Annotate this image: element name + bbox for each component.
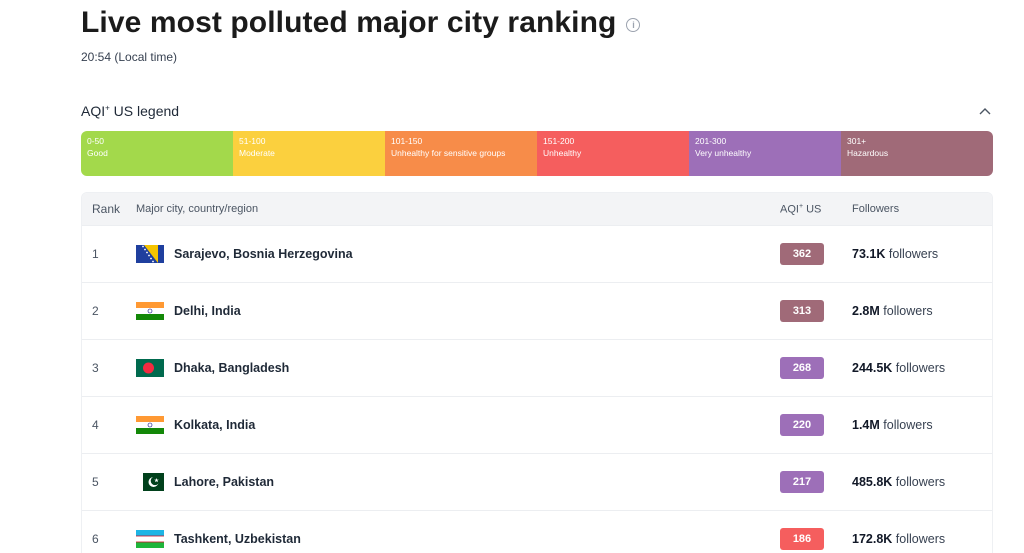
header-rank[interactable]: Rank bbox=[92, 202, 121, 216]
page-header: Live most polluted major city ranking i bbox=[81, 6, 641, 40]
city-name: Tashkent, Uzbekistan bbox=[174, 532, 301, 546]
ranking-table: Rank Major city, country/region AQI+ US … bbox=[81, 192, 993, 553]
aqi-badge: 217 bbox=[780, 471, 824, 493]
followers-cell: 172.8K followers bbox=[852, 532, 946, 546]
legend-title: AQI+ US legend bbox=[81, 103, 180, 119]
aqi-badge: 186 bbox=[780, 528, 824, 550]
city-cell[interactable]: Kolkata, India bbox=[136, 416, 780, 434]
city-name: Sarajevo, Bosnia Herzegovina bbox=[174, 247, 353, 261]
legend-segment-hazardous: 301+ Hazardous bbox=[841, 131, 993, 176]
table-row[interactable]: 3 Dhaka, Bangladesh 268 244.5K followers bbox=[82, 339, 992, 396]
legend-header[interactable]: AQI+ US legend bbox=[81, 103, 993, 119]
legend-segment-unhealthy: 151-200 Unhealthy bbox=[537, 131, 689, 176]
legend-segment-very-unhealthy: 201-300 Very unhealthy bbox=[689, 131, 841, 176]
bangladesh-flag-icon bbox=[136, 359, 164, 377]
followers-cell: 485.8K followers bbox=[852, 475, 946, 489]
legend-segment-moderate: 51-100 Moderate bbox=[233, 131, 385, 176]
rank-cell: 1 bbox=[92, 247, 99, 261]
city-cell[interactable]: Dhaka, Bangladesh bbox=[136, 359, 780, 377]
aqi-badge: 313 bbox=[780, 300, 824, 322]
city-cell[interactable]: Sarajevo, Bosnia Herzegovina bbox=[136, 245, 780, 263]
rank-cell: 5 bbox=[92, 475, 99, 489]
uzbekistan-flag-icon bbox=[136, 530, 164, 548]
followers-cell: 2.8M followers bbox=[852, 304, 933, 318]
table-row[interactable]: 2 Delhi, India 313 2.8M followers bbox=[82, 282, 992, 339]
bosnia-flag-icon bbox=[136, 245, 164, 263]
rank-cell: 6 bbox=[92, 532, 99, 546]
followers-cell: 244.5K followers bbox=[852, 361, 946, 375]
header-followers[interactable]: Followers bbox=[852, 203, 900, 215]
table-row[interactable]: 5 Lahore, Pakistan 217 485.8K followers bbox=[82, 453, 992, 510]
city-name: Lahore, Pakistan bbox=[174, 475, 275, 489]
table-row[interactable]: 4 Kolkata, India 220 1.4M followers bbox=[82, 396, 992, 453]
rank-cell: 4 bbox=[92, 418, 99, 432]
city-name: Delhi, India bbox=[174, 304, 241, 318]
table-row[interactable]: 6 Tashkent, Uzbekistan 186 172.8K follow… bbox=[82, 510, 992, 553]
aqi-badge: 362 bbox=[780, 243, 824, 265]
city-cell[interactable]: Tashkent, Uzbekistan bbox=[136, 530, 780, 548]
aqi-badge: 220 bbox=[780, 414, 824, 436]
city-name: Kolkata, India bbox=[174, 418, 256, 432]
city-cell[interactable]: Delhi, India bbox=[136, 302, 780, 320]
local-time: 20:54 (Local time) bbox=[81, 50, 178, 64]
info-icon[interactable]: i bbox=[626, 18, 641, 32]
rank-cell: 3 bbox=[92, 361, 99, 375]
followers-cell: 1.4M followers bbox=[852, 418, 933, 432]
pakistan-flag-icon bbox=[136, 473, 164, 491]
table-header: Rank Major city, country/region AQI+ US … bbox=[82, 193, 992, 225]
city-cell[interactable]: Lahore, Pakistan bbox=[136, 473, 780, 491]
chevron-up-icon[interactable] bbox=[977, 103, 993, 119]
legend-segment-unhealthy-sensitive: 101-150 Unhealthy for sensitive groups bbox=[385, 131, 537, 176]
header-city[interactable]: Major city, country/region bbox=[136, 203, 259, 215]
followers-cell: 73.1K followers bbox=[852, 247, 939, 261]
aqi-legend-bar: 0-50 Good 51-100 Moderate 101-150 Unhealthy… bbox=[81, 131, 993, 176]
table-row[interactable]: 1 Sarajevo, Bosnia Herzegovina 362 73.1K… bbox=[82, 225, 992, 282]
rank-cell: 2 bbox=[92, 304, 99, 318]
india-flag-icon bbox=[136, 302, 164, 320]
aqi-badge: 268 bbox=[780, 357, 824, 379]
page-title: Live most polluted major city ranking bbox=[81, 6, 617, 39]
india-flag-icon bbox=[136, 416, 164, 434]
city-name: Dhaka, Bangladesh bbox=[174, 361, 290, 375]
header-aqi[interactable]: AQI+ US bbox=[780, 202, 822, 216]
legend-segment-good: 0-50 Good bbox=[81, 131, 233, 176]
